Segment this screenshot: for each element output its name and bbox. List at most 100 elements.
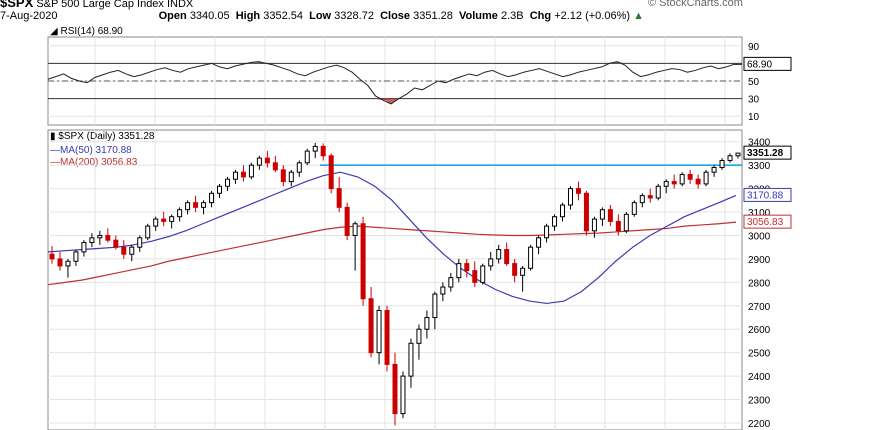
chart-header-line2: 7-Aug-2020 Open 3340.05 High 3352.54 Low… [0,10,644,22]
candle-body [671,181,677,185]
candle-body [360,223,366,300]
rsi-tick-label: 30 [748,95,760,106]
chart-date: 7-Aug-2020 [0,10,58,22]
price-tick-label: 3400 [748,138,771,149]
candle-body [687,174,693,180]
candle-body [217,185,223,194]
candle-body [623,213,629,232]
up-arrow-icon: ▲ [633,10,644,22]
price-tick-label: 2200 [748,419,771,430]
candle-body [193,202,199,208]
price-tick-label: 3000 [748,231,771,242]
candle-body [735,152,741,157]
candle-body [169,216,175,222]
candle-body [544,225,550,239]
candle-body [312,145,318,152]
rsi-oversold-fill [383,98,399,104]
candle-body [57,258,63,267]
price-tick-label: 2600 [748,325,771,336]
rsi-legend-icon: ◢ [50,26,58,37]
low-value: 3328.72 [334,10,374,22]
ma200-legend: —MA(200) 3056.83 [50,157,138,168]
candle-body [209,192,215,204]
candle-body [73,251,79,262]
candle-body [631,202,637,215]
candle-body [376,309,382,354]
candle-body [89,237,95,243]
price-tick-label: 3300 [748,161,771,172]
price-legend: ▮ $SPX (Daily) 3351.28 [50,131,155,142]
candle-body [264,157,270,164]
candle-body [248,164,254,178]
close-value: 3351.28 [413,10,453,22]
candle-body [161,218,167,222]
rsi-tick-label: 10 [748,112,760,123]
candle-body [384,309,390,365]
ma200-value-tag-text: 3056.83 [747,217,784,228]
candle-body [408,342,414,377]
candle-body [647,195,653,199]
candle-body [552,216,558,227]
candle-body [607,209,613,222]
candle-body [528,246,534,269]
price-tick-label: 2400 [748,372,771,383]
candle-body [432,293,438,318]
candle-body [448,277,454,288]
candle-body [424,317,430,330]
candle-body [304,150,310,164]
candle-body [336,188,342,208]
candle-body [49,253,55,260]
candle-body [464,263,470,272]
price-tick-label: 2500 [748,349,771,360]
rsi-value-tag: 68.90 [743,56,792,71]
ma200-line [47,221,737,286]
rsi-value-tag-box [743,56,792,71]
candle-body [328,155,334,190]
candle-body [320,145,326,157]
price-tick-label: 3100 [748,208,771,219]
index-name: S&P 500 Large Cap Index INDX [36,0,194,10]
candle-body [583,192,589,232]
ma50-value-tag-box [743,187,792,202]
candle-body [81,242,87,253]
close-value-tag-text: 3351.28 [747,148,784,159]
symbol: $SPX [0,0,34,10]
candle-body [695,178,701,185]
candle-body [480,265,486,283]
candle-body [567,188,573,206]
candle-body [344,206,350,236]
candle-body [201,202,207,208]
candle-body [512,263,518,276]
candle-body [280,169,286,183]
candle-body [711,167,717,173]
candle-body [224,178,230,187]
chart-header-line1: $SPX S&P 500 Large Cap Index INDX [0,0,193,10]
candle-body [504,249,510,265]
candle-body [655,185,661,199]
candle-body [392,363,398,415]
rsi-legend: ◢ RSI(14) 68.90 [50,26,123,37]
candle-body [368,298,374,354]
ma200-value-tag-box [743,214,792,229]
rsi-tick-label: 90 [748,42,760,53]
candle-body [185,202,191,211]
candle-body [599,209,605,220]
ma200-legend-icon: — [50,157,60,168]
candle-body [520,267,526,276]
rsi-tick-label: 50 [748,77,760,88]
candle-body [145,225,151,239]
candle-body [296,162,302,173]
ma50-line [47,171,737,305]
price-panel-frame [47,129,743,430]
close-value-tag-box [743,145,792,160]
candle-body [727,155,733,161]
candle-body [240,171,246,178]
price-tick-label: 2900 [748,255,771,266]
ma50-value-tag-text: 3170.88 [747,190,784,201]
candle-body [663,181,669,187]
candle-body [97,234,103,239]
candle-body [560,204,566,218]
ma50-legend: —MA(50) 3170.88 [50,145,132,156]
candle-body [703,171,709,185]
